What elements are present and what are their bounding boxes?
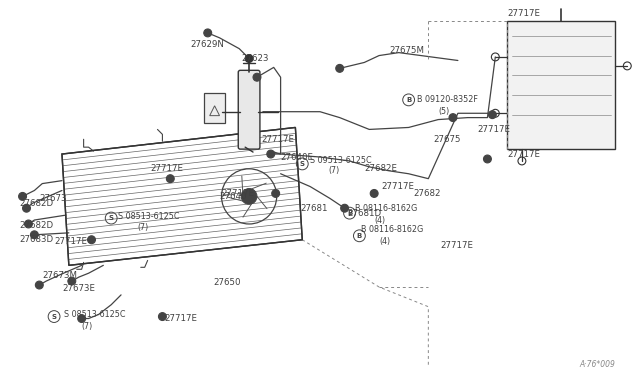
- Text: S 08513-6125C: S 08513-6125C: [118, 212, 180, 221]
- Text: 27640: 27640: [220, 192, 247, 201]
- Text: 27683D: 27683D: [20, 235, 54, 244]
- Circle shape: [253, 73, 261, 81]
- Text: 27681D: 27681D: [348, 209, 381, 218]
- Text: (7): (7): [138, 224, 149, 232]
- Circle shape: [204, 29, 212, 37]
- Circle shape: [88, 236, 95, 244]
- Text: 27673M: 27673M: [42, 271, 77, 280]
- Text: B: B: [406, 97, 412, 103]
- Text: 27717E: 27717E: [150, 164, 184, 173]
- Circle shape: [272, 189, 280, 198]
- Text: 27673E: 27673E: [62, 285, 95, 294]
- Circle shape: [449, 114, 457, 122]
- Polygon shape: [62, 128, 302, 265]
- Circle shape: [68, 277, 76, 285]
- Circle shape: [159, 312, 166, 321]
- Text: 27673: 27673: [39, 194, 67, 203]
- Text: 27717E: 27717E: [440, 241, 473, 250]
- Circle shape: [31, 231, 38, 239]
- Text: 27717E: 27717E: [507, 150, 540, 158]
- Text: A·76*009: A·76*009: [580, 360, 616, 369]
- Text: B 08116-8162G: B 08116-8162G: [362, 225, 424, 234]
- Text: (5): (5): [438, 107, 449, 116]
- Text: B 08116-8162G: B 08116-8162G: [355, 204, 418, 213]
- Circle shape: [336, 64, 344, 72]
- Circle shape: [267, 150, 275, 158]
- Text: B 09120-8352F: B 09120-8352F: [417, 95, 477, 105]
- Text: 27650: 27650: [214, 278, 241, 286]
- Bar: [204, 93, 225, 122]
- Circle shape: [77, 315, 86, 323]
- Text: 27675: 27675: [433, 135, 461, 144]
- Text: S: S: [300, 161, 305, 167]
- Text: 27681: 27681: [300, 204, 328, 213]
- FancyBboxPatch shape: [238, 70, 260, 149]
- Text: 27682D: 27682D: [20, 199, 54, 208]
- Text: 27682E: 27682E: [364, 164, 397, 173]
- Text: 27717E: 27717E: [221, 189, 255, 198]
- Circle shape: [19, 192, 26, 201]
- Circle shape: [340, 204, 349, 212]
- Circle shape: [22, 204, 31, 212]
- Text: (7): (7): [328, 166, 339, 175]
- Text: 27717E: 27717E: [261, 135, 294, 144]
- Circle shape: [488, 111, 496, 119]
- Text: 27629N: 27629N: [190, 40, 224, 49]
- Text: B: B: [347, 210, 352, 216]
- Text: 27623: 27623: [241, 54, 269, 63]
- Text: 27717E: 27717E: [507, 9, 540, 18]
- Circle shape: [241, 189, 257, 204]
- Text: 27717E: 27717E: [381, 182, 414, 191]
- Text: B: B: [356, 233, 362, 239]
- Text: S: S: [109, 215, 114, 221]
- Text: (4): (4): [379, 237, 390, 246]
- Circle shape: [35, 281, 44, 289]
- Text: S: S: [52, 314, 56, 320]
- Circle shape: [245, 55, 253, 62]
- Text: (4): (4): [374, 215, 385, 225]
- Text: S 08513-6125C: S 08513-6125C: [64, 310, 125, 319]
- Circle shape: [24, 220, 33, 228]
- Text: 27682: 27682: [413, 189, 441, 198]
- Text: (7): (7): [82, 322, 93, 331]
- Text: 27675M: 27675M: [389, 46, 424, 55]
- Text: 27640E: 27640E: [280, 153, 314, 161]
- Circle shape: [166, 175, 174, 183]
- Bar: [507, 21, 616, 149]
- Text: S 09513-6125C: S 09513-6125C: [310, 157, 372, 166]
- Text: 27682D: 27682D: [20, 221, 54, 230]
- Circle shape: [370, 189, 378, 198]
- Text: 27717E: 27717E: [164, 314, 197, 323]
- Text: 27717E: 27717E: [477, 125, 511, 134]
- Circle shape: [483, 155, 492, 163]
- Text: 27717E: 27717E: [54, 237, 87, 246]
